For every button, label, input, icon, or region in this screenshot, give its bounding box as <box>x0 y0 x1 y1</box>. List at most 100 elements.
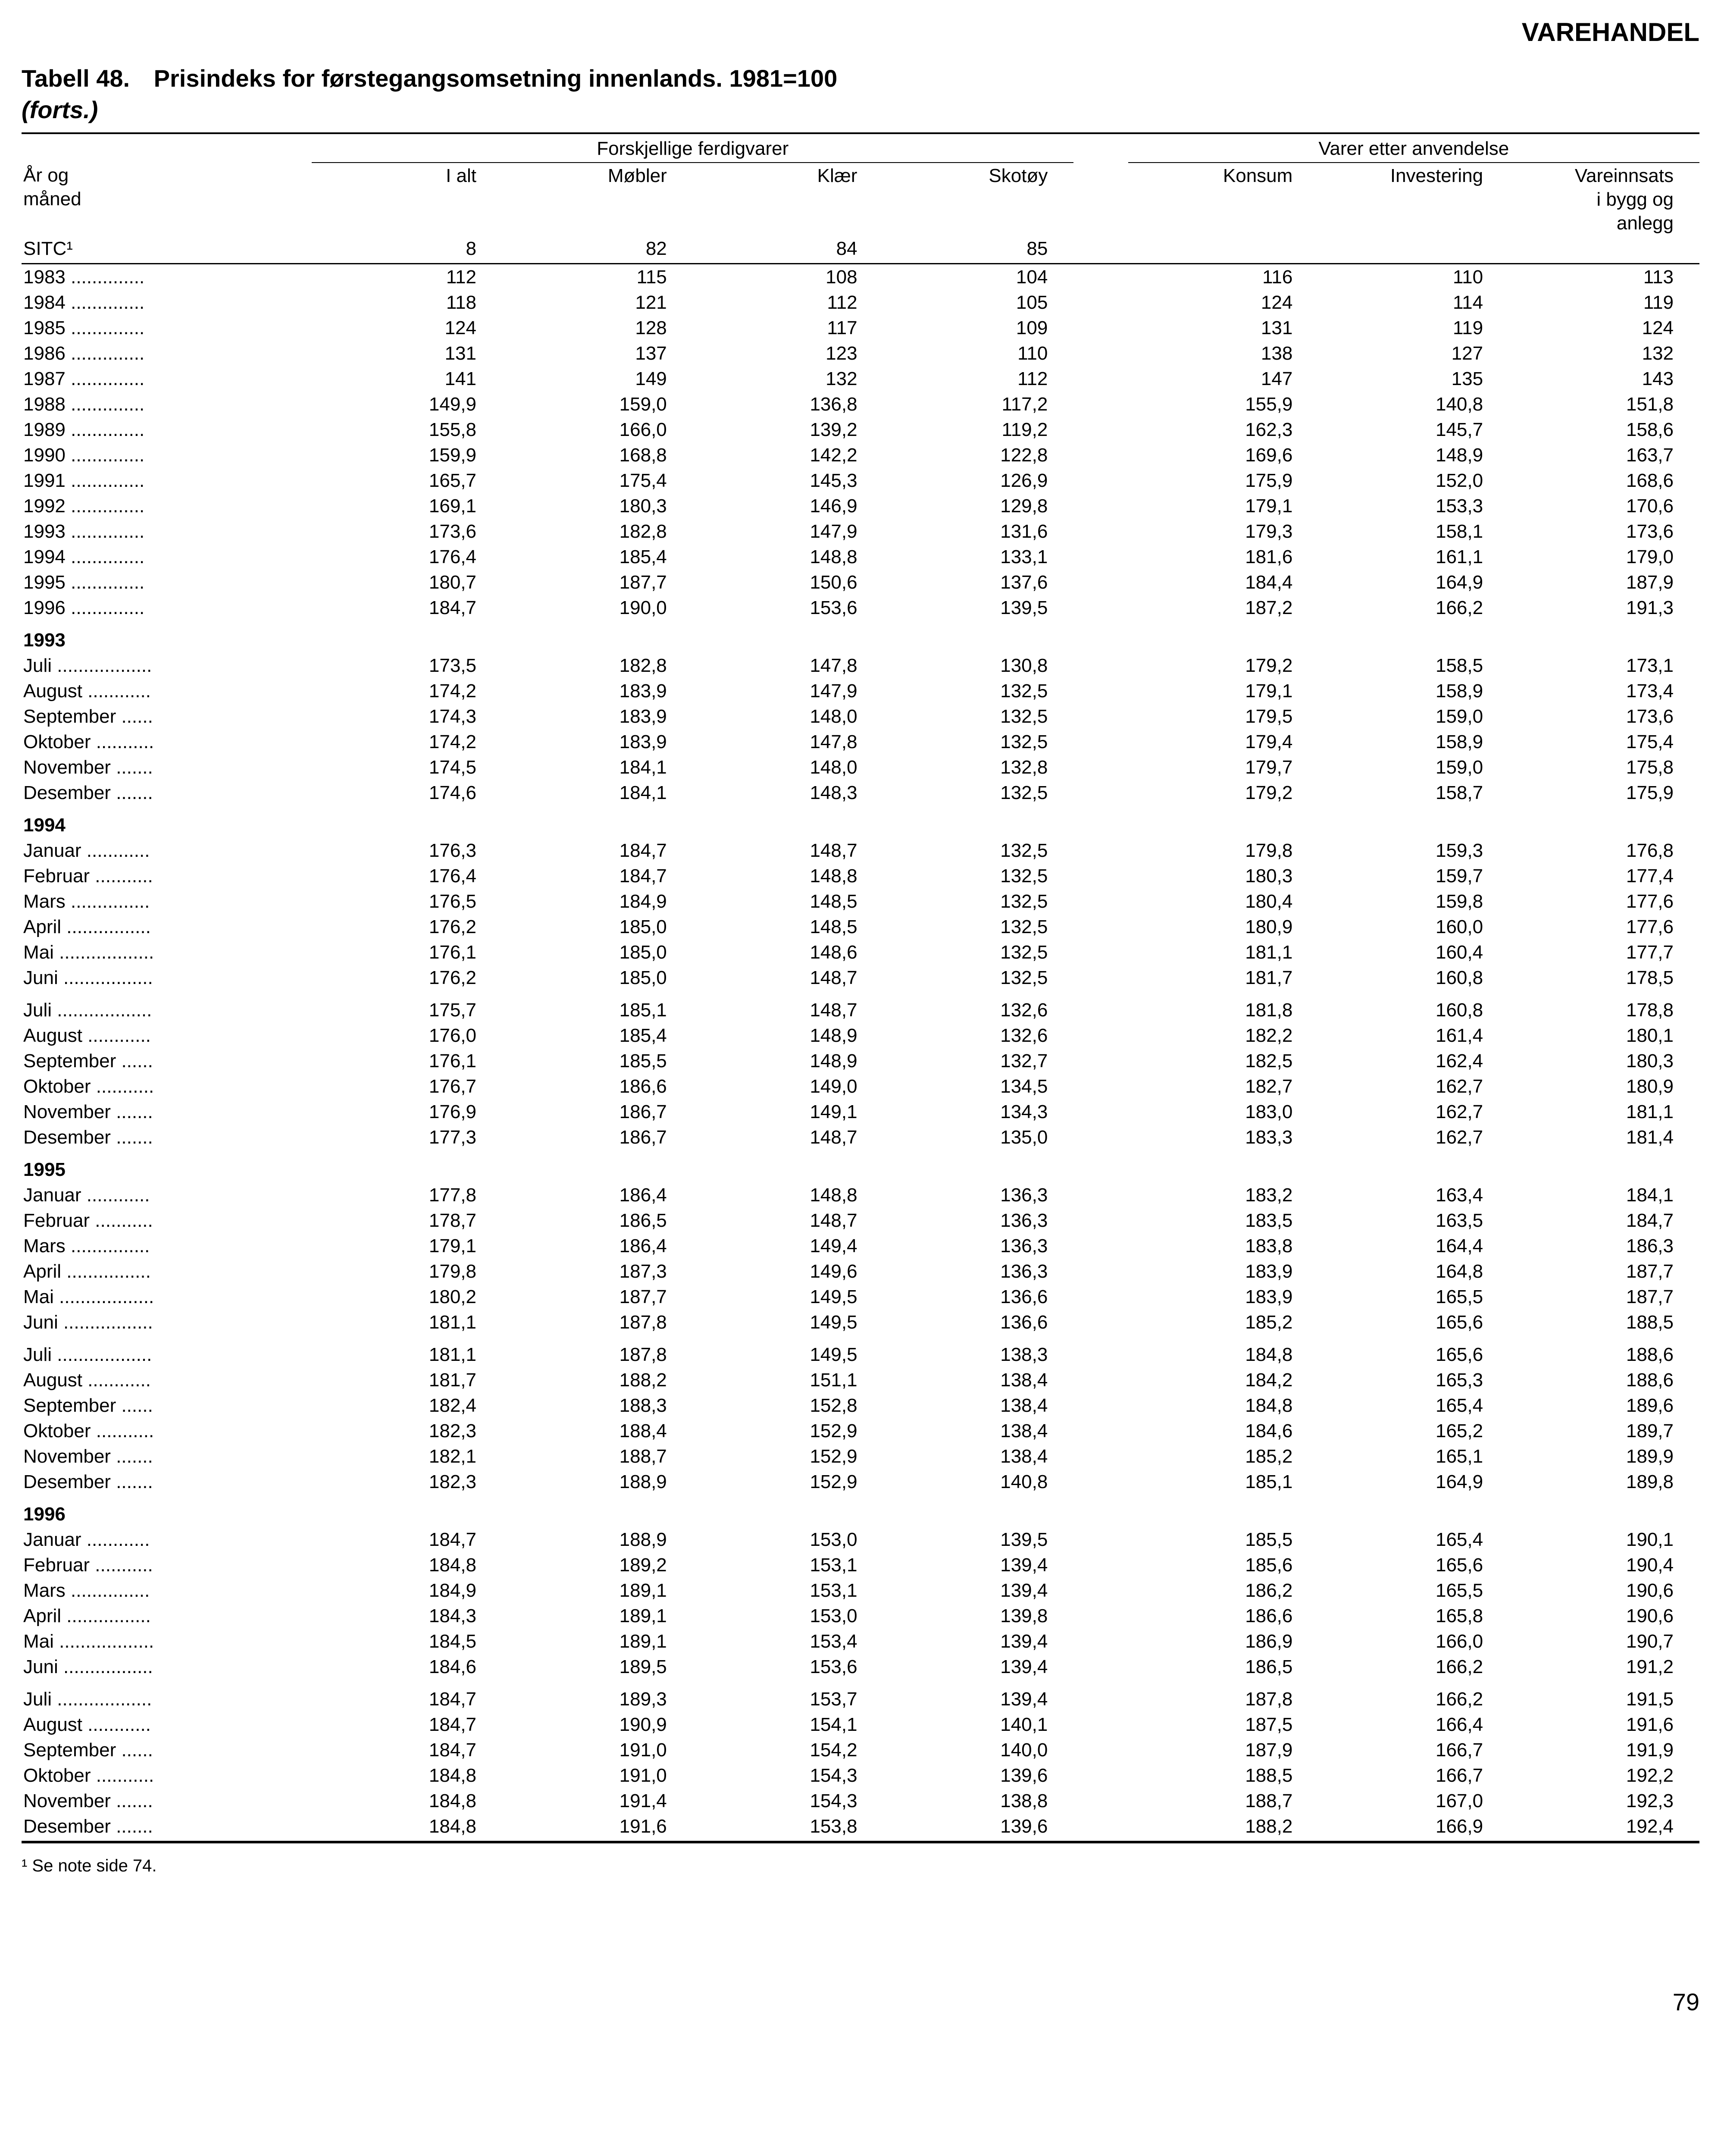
table-row: Januar ............177,8186,4148,8136,31… <box>22 1182 1699 1208</box>
cell-value: 147 <box>1128 366 1319 392</box>
cell-value: 132,6 <box>883 990 1074 1023</box>
cell-value: 184,8 <box>312 1814 502 1839</box>
table-row: 1991 ..............165,7175,4145,3126,91… <box>22 468 1699 493</box>
cell-value: 165,3 <box>1318 1367 1509 1393</box>
row-label: September ...... <box>22 704 312 729</box>
cell-value: 169,1 <box>312 493 502 519</box>
row-label: 1985 .............. <box>22 315 312 341</box>
cell-value: 136,3 <box>883 1259 1074 1284</box>
cell-value: 124 <box>312 315 502 341</box>
row-label: Desember ....... <box>22 780 312 805</box>
cell-value: 184,8 <box>312 1763 502 1788</box>
cell-value: 179,3 <box>1128 519 1319 544</box>
cell-value: 191,6 <box>502 1814 693 1839</box>
cell-value: 179,2 <box>1128 653 1319 678</box>
cell-value: 184,7 <box>312 595 502 620</box>
row-label: Januar ............ <box>22 1527 312 1552</box>
cell-value: 159,9 <box>312 442 502 468</box>
table-row: Oktober ...........184,8191,0154,3139,61… <box>22 1763 1699 1788</box>
cell-value: 166,0 <box>1318 1629 1509 1654</box>
cell-value: 165,8 <box>1318 1603 1509 1629</box>
cell-value: 179,2 <box>1128 780 1319 805</box>
cell-value: 190,6 <box>1509 1578 1699 1603</box>
table-row: April ................184,3189,1153,0139… <box>22 1603 1699 1629</box>
cell-value: 184,7 <box>312 1680 502 1712</box>
cell-value: 191,9 <box>1509 1737 1699 1763</box>
cell-value: 184,6 <box>312 1654 502 1680</box>
cell-value: 132 <box>1509 341 1699 366</box>
row-label: Juli .................. <box>22 653 312 678</box>
row-label: Juni ................. <box>22 1654 312 1680</box>
cell-value: 147,9 <box>693 519 883 544</box>
cell-value: 191,5 <box>1509 1680 1699 1712</box>
cell-value: 179,1 <box>1128 678 1319 704</box>
table-row: November .......182,1188,7152,9138,4185,… <box>22 1444 1699 1469</box>
cell-value: 155,9 <box>1128 392 1319 417</box>
cell-value: 148,5 <box>693 889 883 914</box>
cell-value: 177,6 <box>1509 914 1699 940</box>
cell-value: 180,3 <box>502 493 693 519</box>
cell-value: 185,5 <box>502 1048 693 1074</box>
cell-value: 148,7 <box>693 965 883 990</box>
row-label: Oktober ........... <box>22 729 312 755</box>
cell-value: 152,9 <box>693 1469 883 1495</box>
cell-value: 166,2 <box>1318 1654 1509 1680</box>
table-row: 1984 ..............118121112105124114119 <box>22 290 1699 315</box>
cell-value: 159,0 <box>502 392 693 417</box>
cell-value: 160,8 <box>1318 965 1509 990</box>
sitc-ialt: 8 <box>312 236 502 264</box>
cell-value: 181,8 <box>1128 990 1319 1023</box>
row-label: August ............ <box>22 1367 312 1393</box>
cell-value: 138 <box>1128 341 1319 366</box>
cell-value: 185,6 <box>1128 1552 1319 1578</box>
cell-value: 183,9 <box>502 704 693 729</box>
table-row: 1996 ..............184,7190,0153,6139,51… <box>22 595 1699 620</box>
col-vareinnsats: Vareinnsats i bygg og anlegg <box>1509 163 1699 236</box>
cell-value: 181,1 <box>312 1335 502 1367</box>
cell-value: 174,5 <box>312 755 502 780</box>
cell-value: 164,4 <box>1318 1233 1509 1259</box>
row-label: Februar ........... <box>22 1552 312 1578</box>
cell-value: 167,0 <box>1318 1788 1509 1814</box>
cell-value: 162,7 <box>1318 1125 1509 1150</box>
cell-value: 138,4 <box>883 1418 1074 1444</box>
cell-value: 153,1 <box>693 1552 883 1578</box>
cell-value: 133,1 <box>883 544 1074 570</box>
table-row: Februar ...........178,7186,5148,7136,31… <box>22 1208 1699 1233</box>
year-label: 1993 <box>22 620 1699 653</box>
cell-value: 149,4 <box>693 1233 883 1259</box>
cell-value: 176,4 <box>312 544 502 570</box>
cell-value: 139,6 <box>883 1763 1074 1788</box>
table-row: Mai ..................180,2187,7149,5136… <box>22 1284 1699 1310</box>
cell-value: 186,3 <box>1509 1233 1699 1259</box>
cell-value: 180,3 <box>1509 1048 1699 1074</box>
table-row: Juli ..................175,7185,1148,713… <box>22 990 1699 1023</box>
cell-value: 182,8 <box>502 653 693 678</box>
cell-value: 185,2 <box>1128 1310 1319 1335</box>
section-header: VAREHANDEL <box>22 17 1699 47</box>
table-row: April ................179,8187,3149,6136… <box>22 1259 1699 1284</box>
table-row: November .......174,5184,1148,0132,8179,… <box>22 755 1699 780</box>
cell-value: 123 <box>693 341 883 366</box>
row-label: 1990 .............. <box>22 442 312 468</box>
cell-value: 147,8 <box>693 729 883 755</box>
cell-value: 176,4 <box>312 863 502 889</box>
cell-value: 143 <box>1509 366 1699 392</box>
table-row: 1988 ..............149,9159,0136,8117,21… <box>22 392 1699 417</box>
header-group-row: Forskjellige ferdigvarer Varer etter anv… <box>22 133 1699 163</box>
cell-value: 175,4 <box>502 468 693 493</box>
cell-value: 189,1 <box>502 1578 693 1603</box>
row-label: August ............ <box>22 678 312 704</box>
cell-value: 182,5 <box>1128 1048 1319 1074</box>
cell-value: 158,6 <box>1509 417 1699 442</box>
cell-value: 176,5 <box>312 889 502 914</box>
cell-value: 116 <box>1128 264 1319 290</box>
table-row: September ......182,4188,3152,8138,4184,… <box>22 1393 1699 1418</box>
cell-value: 147,9 <box>693 678 883 704</box>
cell-value: 165,6 <box>1318 1310 1509 1335</box>
cell-value: 173,1 <box>1509 653 1699 678</box>
cell-value: 187,3 <box>502 1259 693 1284</box>
row-label: Oktober ........... <box>22 1074 312 1099</box>
cell-value: 127 <box>1318 341 1509 366</box>
cell-value: 182,3 <box>312 1469 502 1495</box>
